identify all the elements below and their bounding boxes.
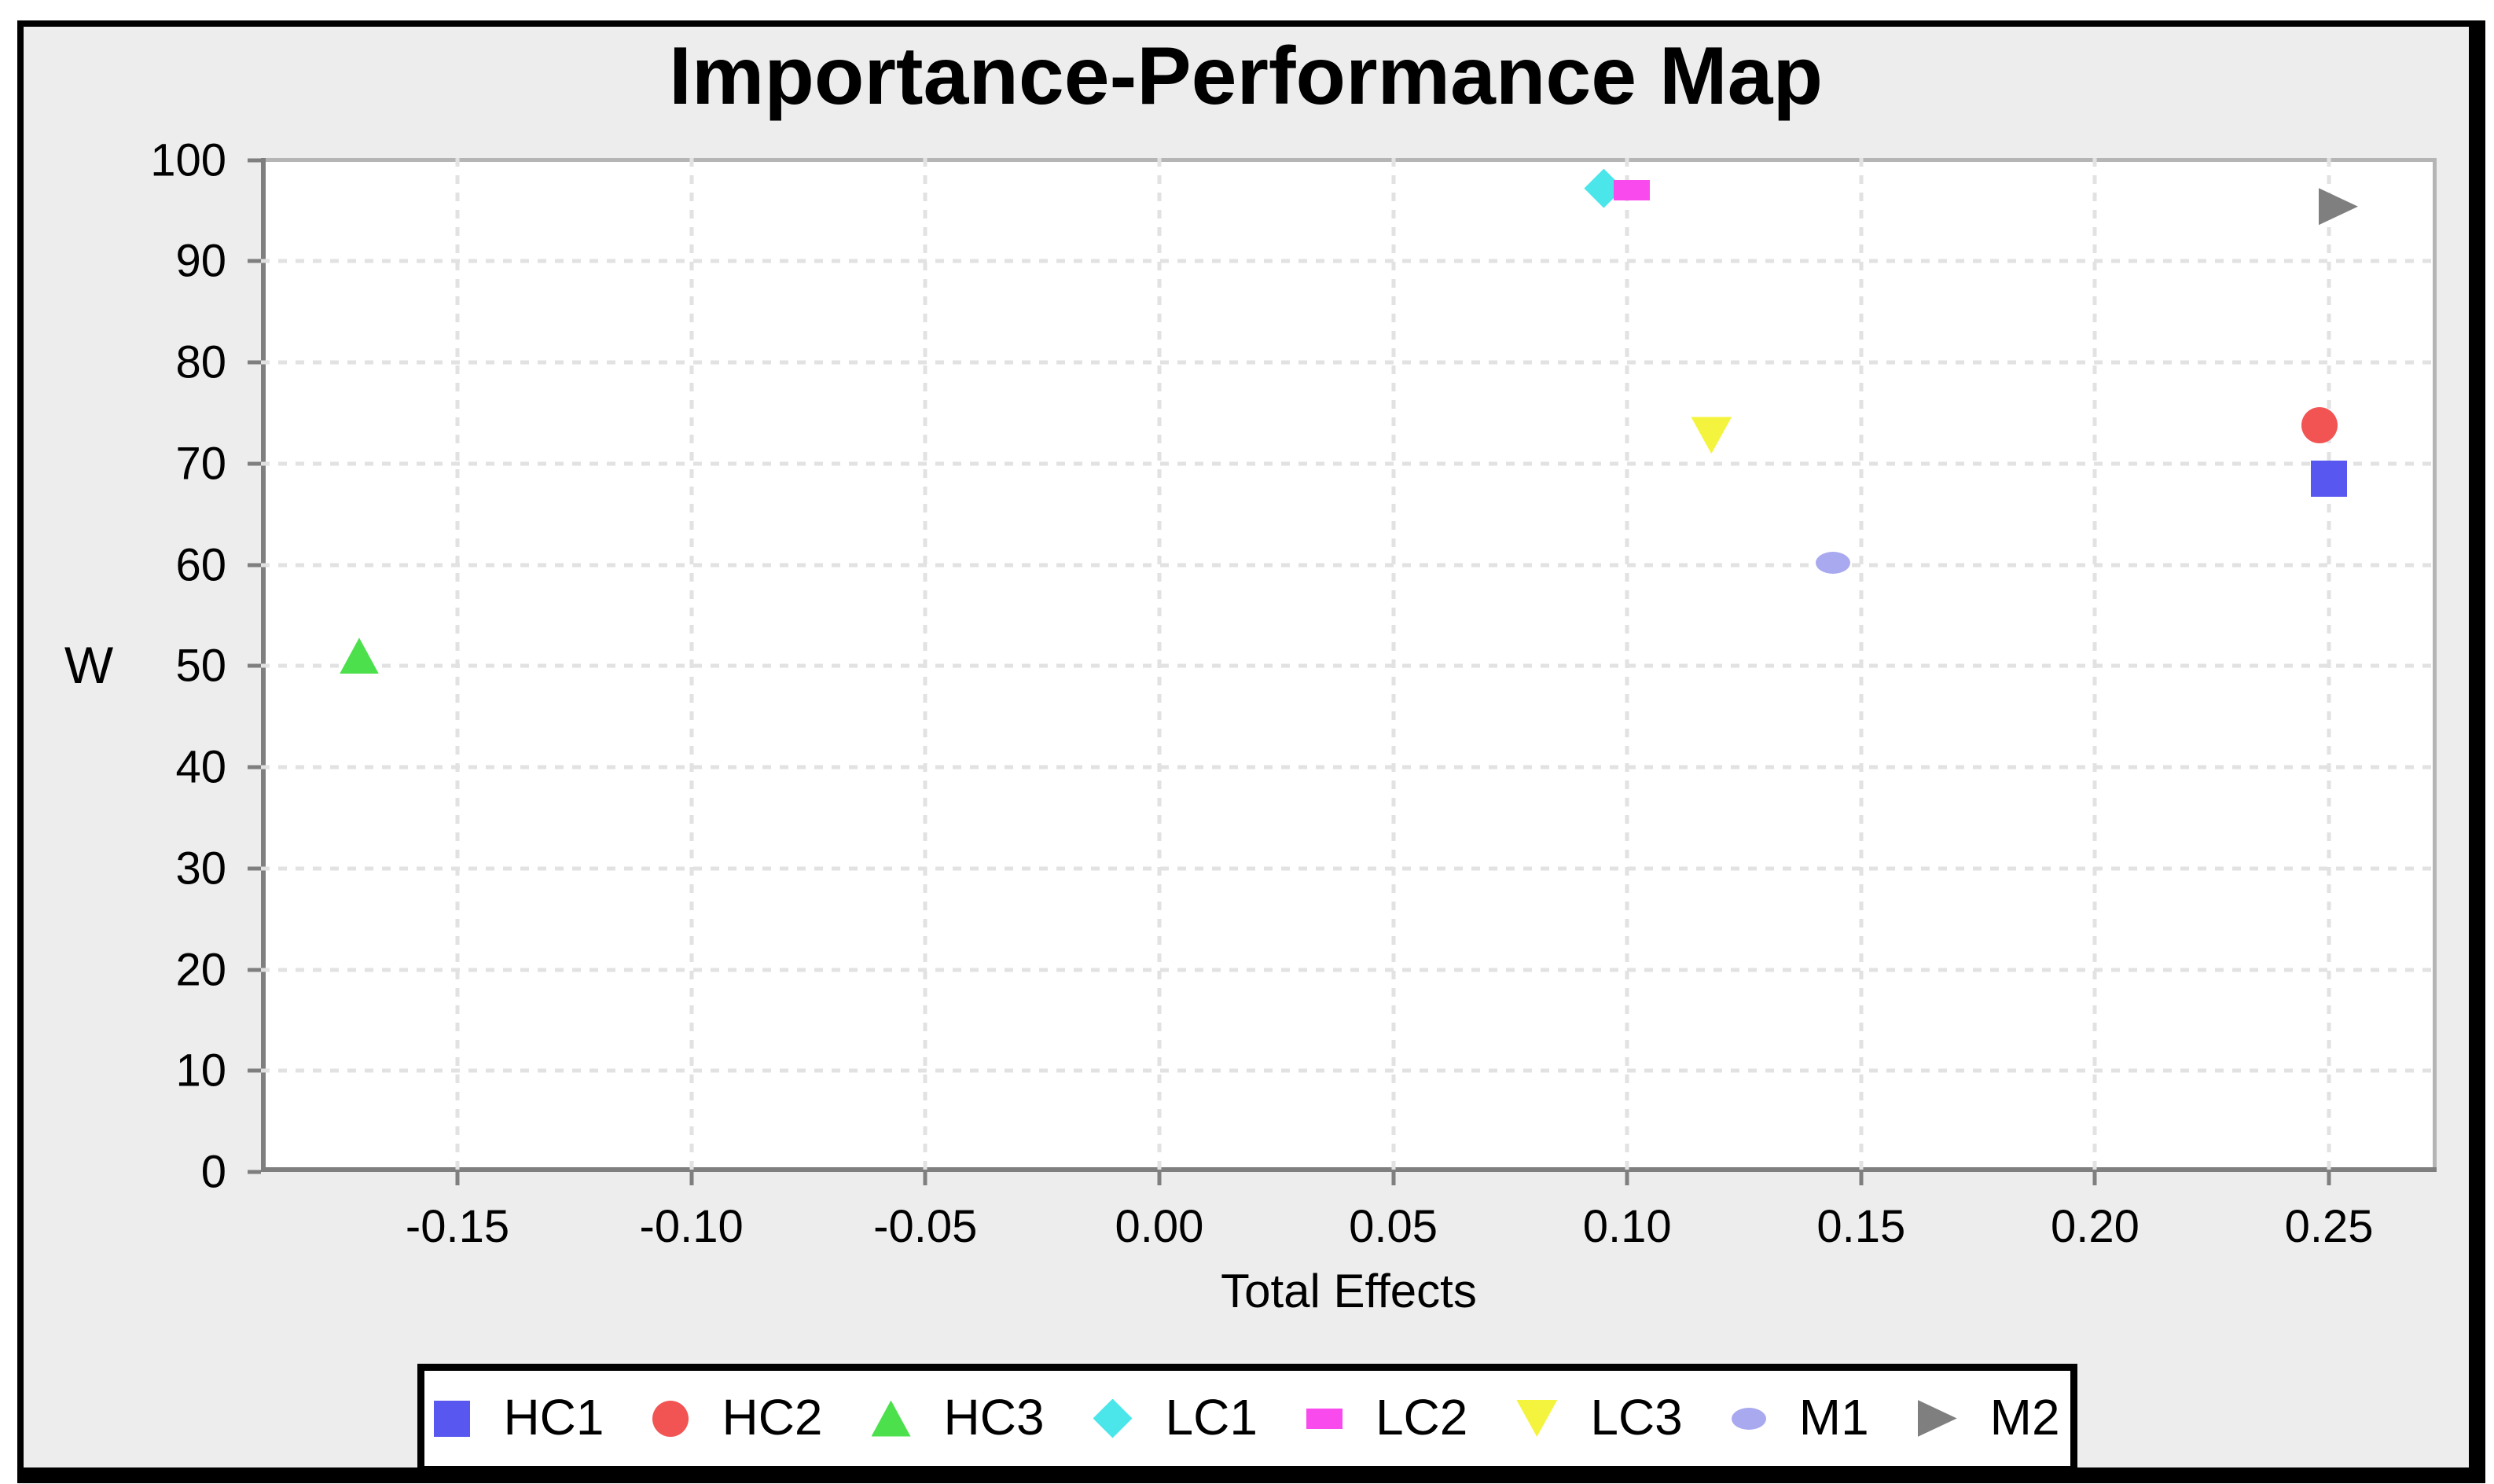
x-tick-mark — [1157, 1172, 1162, 1185]
plot-border-top — [261, 158, 2437, 162]
chart-title: Importance-Performance Map — [669, 31, 1823, 122]
gridline-y — [261, 968, 2437, 972]
y-tick-mark — [248, 663, 261, 668]
gridline-y — [261, 866, 2437, 871]
legend-label: HC1 — [503, 1388, 604, 1445]
y-tick-mark — [248, 360, 261, 365]
y-tick-mark — [248, 968, 261, 972]
y-tick-label: 100 — [150, 134, 226, 186]
legend-label: LC3 — [1590, 1388, 1683, 1445]
y-tick-label: 20 — [175, 944, 226, 995]
x-tick-mark — [1859, 1172, 1864, 1185]
y-tick-label: 10 — [175, 1045, 226, 1096]
x-tick-mark — [1625, 1172, 1629, 1185]
legend-item-M1: M1 — [1731, 1388, 1869, 1445]
point-LC3 — [1691, 417, 1732, 454]
legend-label: M2 — [1989, 1388, 2060, 1445]
y-tick-mark — [248, 1170, 261, 1174]
point-HC1 — [2311, 461, 2348, 498]
x-tick-mark — [1391, 1172, 1396, 1185]
gridline-y — [261, 461, 2437, 466]
gridline-y — [261, 563, 2437, 568]
x-tick-label: 0.15 — [1816, 1201, 1906, 1252]
y-tick-label: 50 — [175, 640, 226, 692]
x-tick-label: 0.00 — [1115, 1201, 1204, 1252]
legend-marker-HC2-icon — [652, 1400, 689, 1437]
x-tick-mark — [689, 1172, 694, 1185]
y-tick-mark — [248, 765, 261, 770]
y-tick-label: 90 — [175, 235, 226, 287]
y-tick-mark — [248, 461, 261, 466]
legend-label: M1 — [1798, 1388, 1869, 1445]
y-axis-label: W — [64, 636, 114, 694]
y-tick-label: 30 — [175, 843, 226, 894]
x-tick-label: -0.05 — [873, 1201, 978, 1252]
gridline-y — [261, 765, 2437, 770]
x-tick-label: 0.05 — [1349, 1201, 1438, 1252]
legend-label: HC2 — [722, 1388, 823, 1445]
x-tick-label: -0.10 — [639, 1201, 744, 1252]
x-tick-label: 0.20 — [2051, 1201, 2140, 1252]
point-LC2 — [1614, 180, 1651, 201]
gridline-y — [261, 663, 2437, 668]
legend-item-LC1: LC1 — [1093, 1392, 1258, 1445]
legend-marker-HC3-icon — [871, 1400, 911, 1437]
y-tick-mark — [248, 563, 261, 568]
legend-label: LC1 — [1165, 1388, 1258, 1445]
plot-area: -0.15 -0.10 -0.05 0.00 0.05 0.10 0.15 0.20 0.25 0… — [150, 134, 2437, 1252]
gridline-y — [261, 259, 2437, 263]
y-tick-label: 40 — [175, 741, 226, 793]
x-tick-label: -0.15 — [405, 1201, 510, 1252]
x-tick-mark — [455, 1172, 460, 1185]
y-tick-label: 80 — [175, 336, 226, 388]
y-tick-mark — [248, 1068, 261, 1073]
y-tick-mark — [248, 866, 261, 871]
y-tick-mark — [248, 158, 261, 163]
legend-marker-LC1-icon — [1093, 1398, 1133, 1438]
legend-item-M2: M2 — [1917, 1388, 2060, 1445]
legend-marker-LC3-icon — [1516, 1400, 1558, 1437]
x-tick-mark — [2327, 1172, 2331, 1185]
legend-marker-M1-icon — [1731, 1407, 1766, 1430]
legend-label: HC3 — [943, 1388, 1045, 1445]
point-M2 — [2318, 188, 2358, 226]
legend-item-LC3: LC3 — [1516, 1388, 1683, 1445]
legend-marker-LC2-icon — [1306, 1408, 1342, 1429]
y-tick-mark — [248, 259, 261, 263]
x-tick-mark — [2092, 1172, 2097, 1185]
x-tick-label: 0.10 — [1582, 1201, 1672, 1252]
legend-item-HC3: HC3 — [871, 1388, 1045, 1445]
legend: HC1 HC2 HC3 LC1 LC2 LC3 M1 M2 — [417, 1364, 2077, 1473]
x-tick-mark — [923, 1172, 927, 1185]
gridline-y — [261, 1068, 2437, 1073]
point-HC3 — [340, 637, 379, 674]
legend-label: LC2 — [1375, 1388, 1468, 1445]
x-tick-label: 0.25 — [2284, 1201, 2374, 1252]
legend-marker-HC1-icon — [434, 1400, 471, 1437]
x-axis-label: Total Effects — [1221, 1265, 1477, 1317]
x-axis-line — [261, 1167, 2437, 1172]
y-tick-label: 70 — [175, 438, 226, 490]
legend-item-HC1: HC1 — [434, 1392, 604, 1445]
y-tick-label: 0 — [200, 1146, 226, 1198]
legend-marker-M2-icon — [1917, 1400, 1957, 1437]
legend-item-HC2: HC2 — [652, 1388, 823, 1445]
y-tick-label: 60 — [175, 539, 226, 591]
point-HC2 — [2301, 406, 2338, 443]
gridline-y — [261, 360, 2437, 365]
legend-item-LC2: LC2 — [1306, 1392, 1467, 1445]
point-M1 — [1816, 551, 1851, 574]
